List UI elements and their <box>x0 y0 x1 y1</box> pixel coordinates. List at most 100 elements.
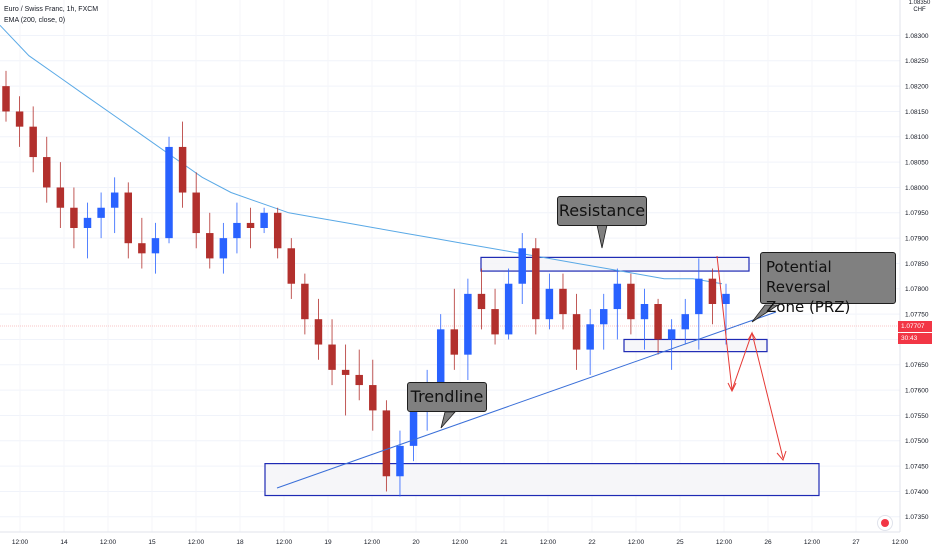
time-axis[interactable]: 12:00 14 12:00 15 12:00 18 12:00 19 12:00 20 12:00… <box>12 539 909 546</box>
candle-body <box>654 304 662 340</box>
arrowhead-2 <box>747 331 757 341</box>
prz-label-line1: Potential Reversal <box>766 258 832 296</box>
zone-box <box>264 463 820 497</box>
candle-countdown-tag: 30:43 <box>898 333 932 344</box>
price-tick-label: 1.08100 <box>905 134 929 141</box>
candle-body <box>43 157 51 188</box>
candle-body <box>70 207 78 228</box>
candle-body <box>518 248 526 284</box>
ema-200-line <box>0 24 723 285</box>
candle-body <box>667 329 676 340</box>
candle-body <box>97 207 105 218</box>
time-tick-label: 12:00 <box>12 539 29 546</box>
candle-body <box>355 374 363 386</box>
prz-callout[interactable]: Potential Reversal Zone (PRZ) <box>760 252 896 316</box>
candle-body <box>165 146 173 239</box>
candle-body <box>477 293 486 310</box>
trendline-label: Trendline <box>410 387 484 406</box>
price-tick-label: 1.07850 <box>905 261 929 268</box>
time-tick-label: 12:00 <box>540 539 557 546</box>
price-tick-label: 1.08300 <box>905 33 929 40</box>
arrowhead-1 <box>727 382 737 393</box>
candle-body <box>450 329 459 355</box>
trendline-pointer <box>440 411 456 429</box>
trendline-callout[interactable]: Trendline <box>407 382 487 412</box>
time-tick-label: 12:00 <box>364 539 381 546</box>
callout-pointers <box>440 224 780 429</box>
symbol-title: Euro / Swiss Franc, 1h, FXCM <box>4 6 99 13</box>
candle-body <box>464 293 472 355</box>
candle-body <box>640 304 649 320</box>
currency-label: CHF <box>913 7 926 13</box>
candle-body <box>151 238 160 254</box>
time-tick-label: 12:00 <box>628 539 645 546</box>
indicator-legend[interactable]: EMA (200, close, 0) <box>4 17 66 24</box>
price-tick-label: 1.07900 <box>905 235 929 242</box>
time-tick-label: 12:00 <box>452 539 469 546</box>
price-tick-label: 1.07500 <box>905 438 929 445</box>
candle-body <box>124 192 132 244</box>
candle-body <box>436 329 445 386</box>
candle-body <box>328 344 336 370</box>
corner-top-value: 1.08350 <box>908 0 931 6</box>
price-tick-label: 1.07350 <box>905 514 929 521</box>
candle-body <box>219 238 228 259</box>
resistance-label: Resistance <box>558 201 646 220</box>
price-tick-label: 1.07800 <box>905 286 929 293</box>
candle-body <box>627 283 635 320</box>
time-tick-label: 18 <box>236 539 244 546</box>
prz-pointer <box>751 304 780 323</box>
time-tick-label: 14 <box>60 539 68 546</box>
candle-body <box>29 126 37 158</box>
candle-body <box>722 293 730 304</box>
candle-body <box>56 187 65 208</box>
projection-arrows <box>716 255 787 461</box>
zone-box <box>480 256 750 272</box>
resistance-callout[interactable]: Resistance <box>557 196 647 226</box>
price-tick-label: 1.08200 <box>905 83 929 90</box>
candle-body <box>178 146 187 193</box>
candle-body <box>600 309 608 325</box>
candle-body <box>695 278 703 315</box>
time-tick-label: 12:00 <box>892 539 909 546</box>
time-tick-label: 25 <box>676 539 684 546</box>
candle-body <box>260 212 268 228</box>
price-tick-label: 1.07450 <box>905 463 929 470</box>
time-tick-label: 12:00 <box>276 539 293 546</box>
candle-body <box>301 283 309 320</box>
price-tick-label: 1.07400 <box>905 489 929 496</box>
tradingview-logo-icon[interactable] <box>877 515 893 531</box>
candle-body <box>504 283 513 335</box>
arrowhead-3 <box>776 450 787 461</box>
time-tick-label: 19 <box>324 539 332 546</box>
candle-body <box>341 369 350 375</box>
time-tick-label: 12:00 <box>804 539 821 546</box>
time-tick-label: 12:00 <box>100 539 117 546</box>
candle-body <box>206 233 214 259</box>
time-tick-label: 22 <box>588 539 596 546</box>
price-tick-label: 1.08050 <box>905 159 929 166</box>
trendline <box>276 311 777 489</box>
candle-body <box>233 222 241 239</box>
time-tick-label: 20 <box>412 539 420 546</box>
candle-body <box>287 248 296 284</box>
candle-body <box>192 192 200 234</box>
price-tick-label: 1.07600 <box>905 387 929 394</box>
candle-body <box>409 410 418 446</box>
time-tick-label: 26 <box>764 539 772 546</box>
time-tick-label: 12:00 <box>188 539 205 546</box>
candle-body <box>273 212 282 249</box>
candle-body <box>83 217 92 228</box>
price-tick-label: 1.08000 <box>905 185 929 192</box>
candle-body <box>369 385 377 411</box>
price-axis[interactable]: 1.08300 1.08250 1.08200 1.08150 1.08100 1.080… <box>905 33 929 521</box>
price-tick-label: 1.07950 <box>905 210 929 217</box>
time-tick-label: 15 <box>148 539 156 546</box>
price-tick-label: 1.07750 <box>905 311 929 318</box>
time-tick-label: 12:00 <box>716 539 733 546</box>
candle-body <box>681 314 689 330</box>
plot-background <box>0 0 900 532</box>
price-tick-label: 1.07550 <box>905 413 929 420</box>
price-tick-label: 1.08250 <box>905 58 929 65</box>
